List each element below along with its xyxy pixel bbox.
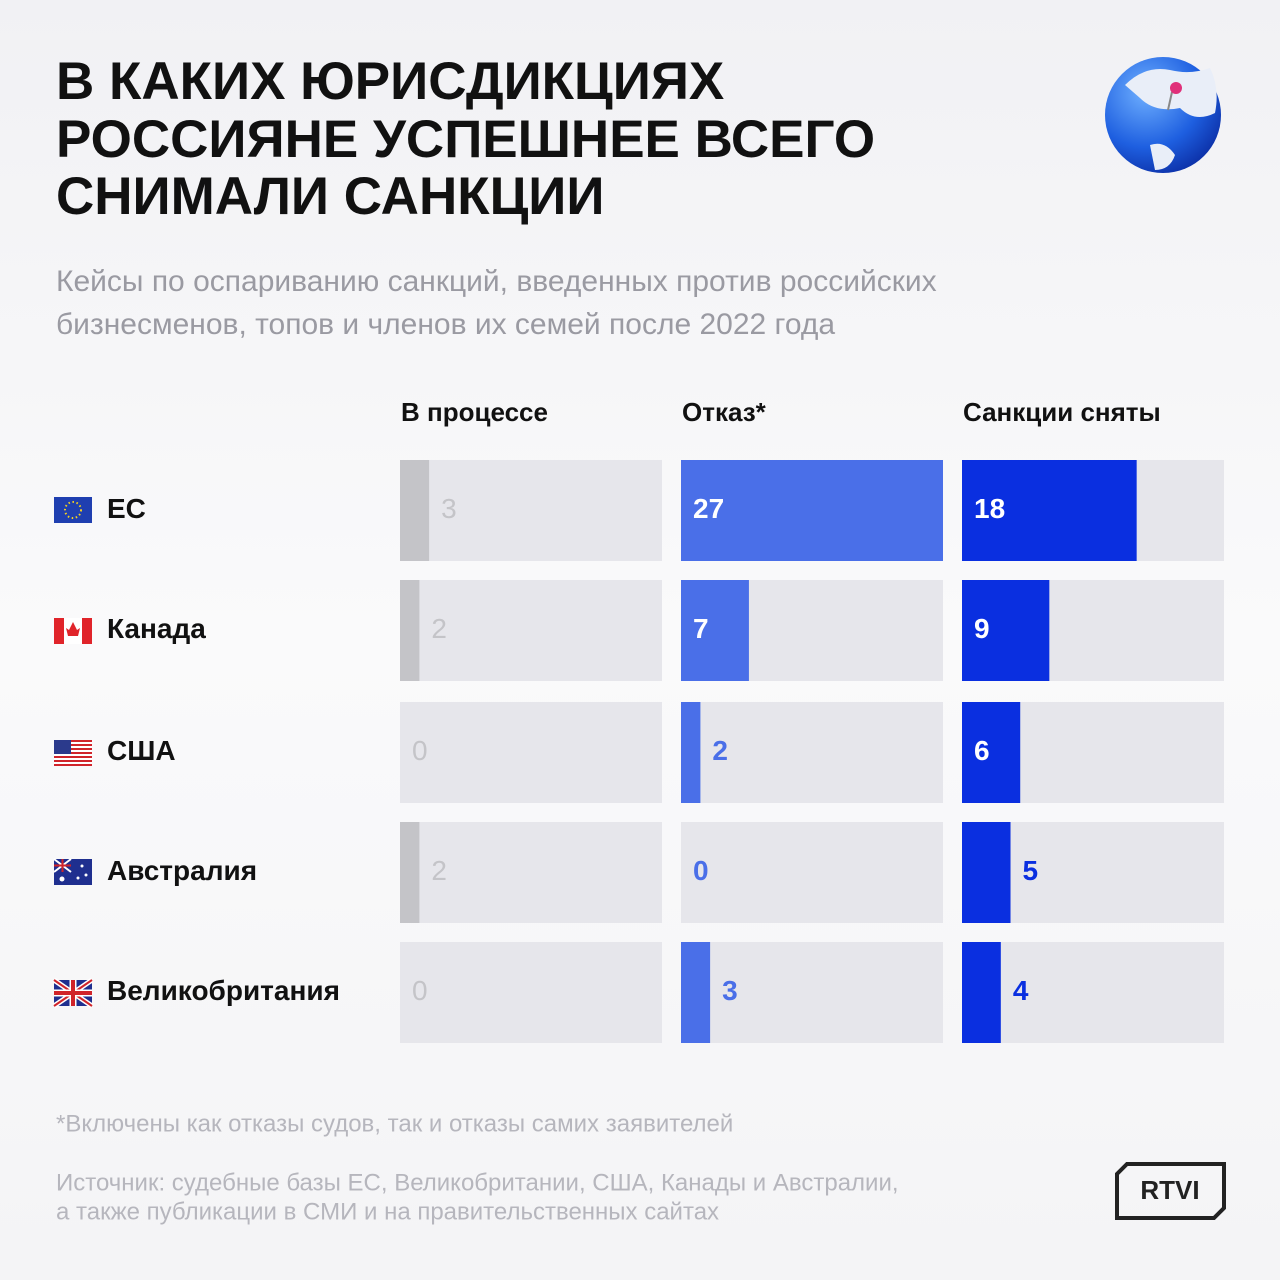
title-line: РОССИЯНЕ УСПЕШНЕЕ ВСЕГО	[56, 110, 875, 169]
value-label: 9	[974, 613, 990, 644]
bar	[681, 702, 701, 803]
subtitle-line: бизнесменов, топов и членов их семей пос…	[56, 308, 835, 341]
category-label: Великобритания	[107, 975, 340, 1006]
value-label: 0	[412, 735, 428, 766]
bar-track	[400, 580, 662, 681]
category-label: ЕС	[107, 493, 146, 524]
logo: RTVI	[1115, 1162, 1226, 1220]
bar-track	[400, 702, 662, 803]
value-label: 27	[693, 493, 724, 524]
value-label: 6	[974, 735, 990, 766]
bar	[400, 580, 420, 681]
flag-canada	[54, 618, 92, 644]
bar	[681, 580, 749, 681]
bar-track	[681, 942, 943, 1043]
category-label: США	[107, 735, 176, 766]
bar-track	[681, 822, 943, 923]
bar	[962, 822, 1011, 923]
source-line: Источник: судебные базы ЕС, Великобритан…	[56, 1169, 899, 1196]
subtitle-line: Кейсы по оспариванию санкций, введенных …	[56, 265, 937, 298]
source-line: а также публикации в СМИ и на правительс…	[56, 1198, 719, 1225]
bar-track	[400, 942, 662, 1043]
bar	[962, 580, 1050, 681]
series-header: Санкции сняты	[963, 397, 1161, 427]
bar	[962, 702, 1021, 803]
bar-track	[400, 822, 662, 923]
title: В КАКИХ ЮРИСДИКЦИЯХ РОССИЯНЕ УСПЕШНЕЕ ВС…	[56, 52, 875, 226]
flag-eu	[54, 497, 92, 523]
value-label: 3	[722, 975, 738, 1006]
value-label: 3	[441, 493, 457, 524]
bar	[962, 942, 1001, 1043]
flags	[52, 497, 94, 1009]
value-label: 4	[1013, 975, 1029, 1006]
title-line: В КАКИХ ЮРИСДИКЦИЯХ	[56, 52, 724, 111]
bar	[962, 460, 1137, 561]
series-header: Отказ*	[682, 397, 767, 427]
title-line: СНИМАЛИ САНКЦИИ	[56, 167, 604, 226]
value-label: 2	[712, 735, 728, 766]
bar	[400, 822, 420, 923]
logo-text: RTVI	[1140, 1175, 1199, 1205]
bar	[681, 942, 711, 1043]
value-label: 2	[431, 855, 447, 886]
value-label: 7	[693, 613, 709, 644]
bar	[681, 460, 943, 561]
value-label: 18	[974, 493, 1005, 524]
bar	[400, 460, 430, 561]
bar-track	[400, 460, 662, 561]
bar-track	[962, 942, 1224, 1043]
value-label: 0	[412, 975, 428, 1006]
value-label: 5	[1023, 855, 1039, 886]
value-label: 0	[693, 855, 709, 886]
bar-track	[681, 702, 943, 803]
flag-australia	[53, 858, 92, 885]
globe-icon	[1105, 57, 1221, 173]
category-label: Канада	[107, 613, 206, 644]
category-label: Австралия	[107, 855, 257, 886]
series-header: В процессе	[401, 397, 548, 427]
value-label: 2	[431, 613, 447, 644]
flag-uk	[52, 977, 94, 1009]
flag-usa	[54, 740, 92, 766]
footnote: *Включены как отказы судов, так и отказы…	[56, 1110, 733, 1137]
